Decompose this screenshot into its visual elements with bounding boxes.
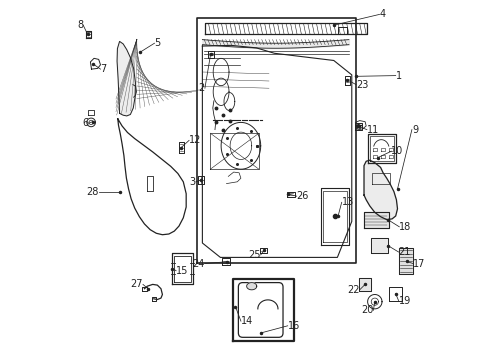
Text: 25: 25 (248, 250, 260, 260)
Text: 27: 27 (130, 279, 142, 289)
Text: 6: 6 (82, 118, 89, 128)
Polygon shape (246, 283, 256, 290)
Text: 1: 1 (395, 71, 401, 81)
Text: 8: 8 (77, 20, 83, 30)
Text: 18: 18 (399, 222, 411, 232)
Polygon shape (363, 160, 397, 220)
Text: 4: 4 (379, 9, 385, 19)
Text: 3: 3 (189, 177, 196, 187)
Polygon shape (363, 212, 387, 228)
Polygon shape (117, 41, 135, 116)
Text: 13: 13 (341, 197, 353, 207)
Text: 9: 9 (411, 125, 417, 135)
Text: 7: 7 (101, 64, 106, 74)
Text: 11: 11 (366, 125, 378, 135)
Polygon shape (370, 238, 387, 253)
Text: 10: 10 (390, 146, 403, 156)
Text: 22: 22 (346, 285, 359, 295)
Text: 17: 17 (412, 258, 425, 269)
Text: 21: 21 (398, 247, 410, 257)
Text: 16: 16 (287, 321, 299, 331)
Polygon shape (358, 278, 370, 291)
Text: 14: 14 (241, 316, 253, 326)
Text: 26: 26 (296, 191, 308, 201)
Text: 20: 20 (360, 305, 373, 315)
Text: 23: 23 (355, 80, 368, 90)
Text: 28: 28 (86, 186, 99, 197)
Text: 2: 2 (198, 83, 204, 93)
Polygon shape (399, 248, 412, 274)
Text: 12: 12 (189, 135, 201, 145)
Text: 24: 24 (192, 258, 204, 269)
Text: 19: 19 (398, 296, 410, 306)
Text: 15: 15 (176, 266, 188, 276)
Text: 5: 5 (154, 38, 161, 48)
